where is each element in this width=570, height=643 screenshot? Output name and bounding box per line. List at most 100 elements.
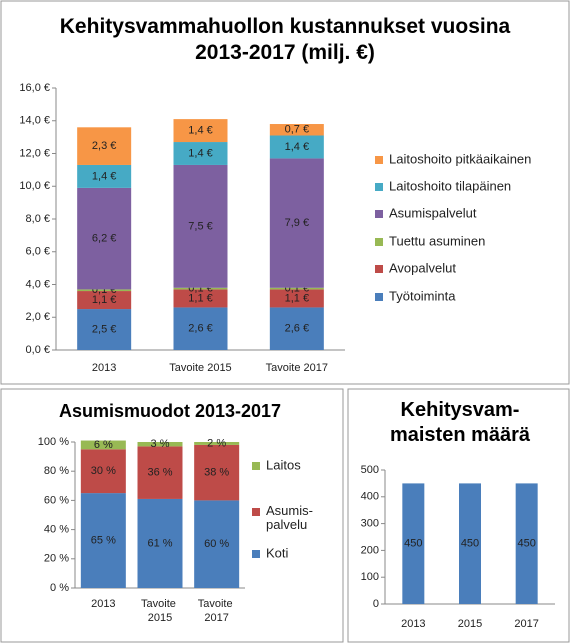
y-tick-label: 6,0 € xyxy=(26,246,50,258)
data-label: 65 % xyxy=(91,534,116,546)
data-label: 61 % xyxy=(147,537,172,549)
data-label: 7,9 € xyxy=(285,217,309,229)
data-label: 60 % xyxy=(204,538,229,550)
y-tick-label: 0 xyxy=(373,598,379,610)
data-label: 450 xyxy=(517,538,535,550)
data-label: 450 xyxy=(404,538,422,550)
bar-segment xyxy=(77,309,132,350)
x-tick-label: Tavoite 2017 xyxy=(198,598,236,624)
data-label: 2,6 € xyxy=(285,323,309,335)
data-label: 1,4 € xyxy=(285,141,309,153)
bar-segment xyxy=(137,446,183,499)
legend-label: Laitoshoito pitkäaikainen xyxy=(389,151,531,166)
bar-segment xyxy=(137,442,183,447)
data-label: 1,4 € xyxy=(188,147,212,159)
legend-label: Työtoiminta xyxy=(389,288,456,303)
y-tick-label: 16,0 € xyxy=(19,82,50,94)
data-label: 38 % xyxy=(204,467,229,479)
bar-segment xyxy=(173,142,228,165)
y-tick-label: 8,0 € xyxy=(26,213,50,225)
legend-swatch xyxy=(375,265,383,273)
y-tick-label: 14,0 € xyxy=(19,115,50,127)
x-tick-label: Tavoite 2015 xyxy=(169,362,231,374)
y-tick-label: 0,0 € xyxy=(26,344,50,356)
legend-label: Koti xyxy=(266,545,289,560)
bar-segment xyxy=(173,289,228,308)
y-tick-label: 12,0 € xyxy=(19,147,50,159)
data-label: 0,7 € xyxy=(285,124,309,136)
legend-label: Laitoshoito tilapäinen xyxy=(389,178,511,193)
data-label: 7,5 € xyxy=(188,220,212,232)
legend-label: Tuettu asuminen xyxy=(389,233,485,248)
bar-segment xyxy=(77,164,132,188)
x-tick-label: 2017 xyxy=(514,618,538,630)
data-label: 450 xyxy=(461,538,479,550)
data-label: 2,5 € xyxy=(92,323,116,335)
bar-segment xyxy=(269,287,324,290)
y-tick-label: 2,0 € xyxy=(26,311,50,323)
y-tick-label: 20 % xyxy=(44,553,69,565)
data-label: 3 % xyxy=(151,438,170,450)
legend-swatch xyxy=(252,462,260,470)
data-label: 1,1 € xyxy=(285,292,309,304)
x-tick-label: Tavoite 2017 xyxy=(266,362,328,374)
y-tick-label: 500 xyxy=(361,464,379,476)
x-tick-label: 2015 xyxy=(458,618,482,630)
y-tick-label: 4,0 € xyxy=(26,278,50,290)
data-label: 6,2 € xyxy=(92,233,116,245)
bar xyxy=(459,483,481,604)
data-label: 1,4 € xyxy=(188,124,212,136)
chart-title: Kehitysvammahuollon kustannukset vuosina… xyxy=(59,15,511,65)
legend-label: Asumis-palvelu xyxy=(266,503,313,532)
panel xyxy=(0,388,344,643)
y-tick-label: 300 xyxy=(361,518,379,530)
y-tick-label: 400 xyxy=(361,491,379,503)
legend-swatch xyxy=(252,550,260,558)
chart-title: Kehitysvam-maisten määrä xyxy=(389,399,531,446)
legend-swatch xyxy=(375,238,383,246)
y-tick-label: 40 % xyxy=(44,524,69,536)
data-label: 30 % xyxy=(91,465,116,477)
legend-label: Asumispalvelut xyxy=(389,205,477,220)
y-tick-label: 80 % xyxy=(44,465,69,477)
panel xyxy=(0,0,570,385)
bar-segment xyxy=(194,500,240,588)
bar-segment xyxy=(173,287,228,290)
y-tick-label: 60 % xyxy=(44,494,69,506)
data-label: 2,3 € xyxy=(92,140,116,152)
legend-swatch xyxy=(375,293,383,301)
legend-label: Laitos xyxy=(266,457,301,472)
chart-title: Asumismuodot 2013-2017 xyxy=(58,401,282,421)
legend-swatch xyxy=(375,156,383,164)
data-label: 36 % xyxy=(147,467,172,479)
bar-segment xyxy=(80,440,126,450)
y-tick-label: 10,0 € xyxy=(19,180,50,192)
bar-segment xyxy=(269,124,324,136)
data-label: 2 % xyxy=(207,437,226,449)
x-tick-label: 2013 xyxy=(91,598,115,610)
y-tick-label: 100 % xyxy=(38,436,69,448)
legend-swatch xyxy=(252,508,260,516)
data-label: 1,1 € xyxy=(92,294,116,306)
bar-segment xyxy=(269,307,324,350)
y-tick-label: 200 xyxy=(361,544,379,556)
data-label: 1,4 € xyxy=(92,170,116,182)
x-tick-label: 2013 xyxy=(401,618,425,630)
data-label: 2,6 € xyxy=(188,323,212,335)
data-label: 6 % xyxy=(94,439,113,451)
bar-segment xyxy=(77,127,132,165)
legend-swatch xyxy=(375,183,383,191)
bar-segment xyxy=(80,449,126,494)
x-tick-label: 2013 xyxy=(92,362,116,374)
x-tick-label: Tavoite 2015 xyxy=(141,598,179,624)
bar-segment xyxy=(269,289,324,308)
bar xyxy=(515,483,538,604)
bar-segment xyxy=(80,493,126,588)
data-label: 1,1 € xyxy=(188,292,212,304)
bar-segment xyxy=(77,187,132,290)
bar-segment xyxy=(77,291,132,310)
y-tick-label: 100 xyxy=(361,571,379,583)
legend-label: Avopalvelut xyxy=(389,260,456,275)
